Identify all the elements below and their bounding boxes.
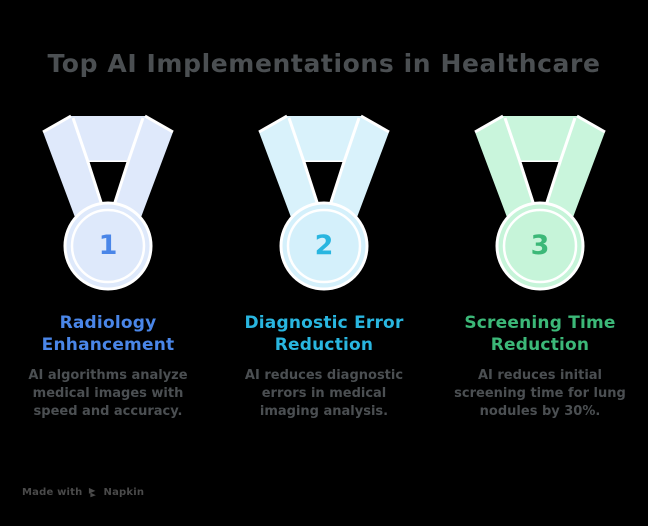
medal-ribbon-icon-2: 2 (229, 106, 419, 302)
medal-description-2: AI reduces diagnostic errors in medical … (244, 367, 404, 420)
medal-heading-3: Screening Time Reduction (464, 313, 616, 355)
medal-rank-number-1: 1 (98, 230, 118, 261)
medal-ribbon-icon-1: 1 (13, 106, 203, 302)
page-title: Top AI Implementations in Healthcare (47, 49, 601, 78)
napkin-logo-icon (88, 487, 99, 498)
medal-description-3: AI reduces initial screening time for lu… (454, 367, 626, 420)
watermark-made-with-label: Made with (22, 487, 83, 498)
medal-heading-1: Radiology Enhancement (41, 313, 175, 355)
medal-card-3: 3 Screening Time Reduction AI reduces in… (432, 106, 648, 422)
medal-rank-number-3: 3 (530, 230, 550, 261)
medal-ribbon-icon-3: 3 (445, 106, 635, 302)
medal-rank-number-2: 2 (314, 230, 334, 261)
watermark: Made with Napkin (22, 487, 144, 498)
watermark-brand-label: Napkin (103, 487, 145, 498)
medal-columns: 1 Radiology Enhancement AI algorithms an… (0, 106, 648, 422)
medal-card-2: 2 Diagnostic Error Reduction AI reduces … (216, 106, 432, 422)
medal-card-1: 1 Radiology Enhancement AI algorithms an… (0, 106, 216, 422)
medal-description-1: AI algorithms analyze medical images wit… (28, 367, 188, 420)
medal-heading-2: Diagnostic Error Reduction (244, 313, 404, 355)
